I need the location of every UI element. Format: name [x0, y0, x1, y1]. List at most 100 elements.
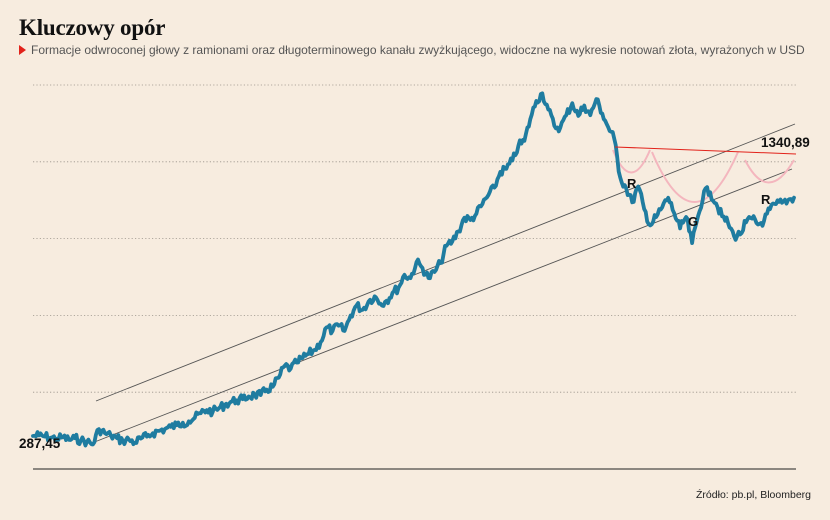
- data-point: [265, 388, 268, 391]
- data-point: [313, 348, 316, 352]
- data-point: [744, 221, 748, 224]
- data-point: [259, 393, 262, 397]
- data-point: [667, 196, 670, 199]
- data-point: [409, 276, 412, 280]
- data-point: [625, 187, 628, 190]
- data-point: [415, 260, 418, 264]
- data-point: [505, 167, 508, 170]
- data-point: [127, 438, 131, 441]
- data-point: [535, 99, 538, 103]
- data-point: [726, 222, 730, 225]
- data-point: [445, 244, 448, 247]
- start-value-label: 287,45: [19, 436, 61, 451]
- data-point: [655, 215, 658, 219]
- data-point: [163, 427, 166, 431]
- data-point: [601, 112, 604, 115]
- data-point: [145, 435, 149, 438]
- data-point: [385, 299, 388, 302]
- data-point: [637, 185, 640, 188]
- data-point: [541, 92, 544, 95]
- data-point: [169, 425, 172, 428]
- data-point: [780, 201, 784, 204]
- data-point: [433, 270, 436, 274]
- data-point: [559, 126, 562, 129]
- data-point: [337, 324, 340, 327]
- data-point: [595, 97, 598, 101]
- data-point: [499, 170, 502, 173]
- data-point: [619, 176, 622, 179]
- data-point: [571, 102, 574, 105]
- data-point: [97, 427, 101, 431]
- data-point: [151, 432, 154, 435]
- data-point: [31, 434, 35, 438]
- gridlines: [33, 84, 796, 393]
- data-point: [403, 273, 406, 276]
- data-point: [643, 207, 646, 211]
- data-point: [355, 304, 358, 307]
- data-point: [379, 302, 382, 305]
- data-point: [750, 217, 754, 220]
- chart-subtitle: Formacje odwroconej głowy z ramionami or…: [19, 43, 805, 57]
- data-point: [732, 235, 736, 238]
- data-point: [373, 295, 376, 298]
- data-point: [301, 356, 304, 360]
- data-point: [115, 436, 119, 440]
- data-point: [331, 329, 334, 333]
- data-point: [37, 434, 41, 437]
- bullet-triangle-icon: [19, 45, 26, 55]
- data-point: [85, 440, 89, 443]
- data-point: [103, 432, 107, 435]
- data-point: [193, 416, 196, 419]
- data-point: [223, 403, 226, 407]
- data-point: [702, 189, 706, 193]
- data-point: [613, 137, 616, 140]
- gold-price-line: [31, 91, 796, 448]
- left-shoulder-label: R: [627, 176, 637, 191]
- data-point: [451, 240, 454, 243]
- data-point: [714, 202, 718, 205]
- data-point: [487, 193, 490, 197]
- data-point: [523, 139, 526, 142]
- data-point: [91, 443, 95, 446]
- neckline-resistance: [614, 146, 797, 155]
- subtitle-text: Formacje odwroconej głowy z ramionami or…: [31, 43, 805, 57]
- data-point: [121, 439, 125, 443]
- data-point: [229, 400, 232, 404]
- channel-lower-line: [91, 168, 793, 444]
- chart-title: Kluczowy opór: [19, 15, 166, 40]
- data-point: [720, 215, 724, 218]
- data-point: [391, 291, 394, 295]
- data-point: [199, 412, 202, 415]
- head-label: G: [688, 214, 698, 229]
- data-point: [175, 424, 178, 427]
- data-point: [678, 227, 682, 230]
- data-point: [439, 261, 442, 265]
- data-point: [277, 376, 280, 379]
- data-point: [61, 436, 65, 439]
- data-point: [475, 212, 478, 215]
- data-point: [247, 395, 250, 398]
- data-point: [55, 437, 59, 440]
- data-point: [79, 439, 83, 442]
- data-point: [187, 420, 190, 423]
- data-point: [343, 329, 346, 333]
- data-point: [493, 186, 496, 189]
- data-point: [49, 436, 53, 439]
- data-point: [361, 308, 364, 311]
- source-note: Źródło: pb.pl, Bloomberg: [696, 489, 811, 501]
- data-point: [217, 407, 220, 410]
- data-point: [786, 198, 790, 202]
- data-point: [157, 429, 160, 433]
- data-point: [768, 207, 772, 211]
- data-point: [756, 223, 760, 226]
- data-point: [649, 224, 652, 227]
- data-point: [109, 434, 113, 437]
- data-point: [307, 352, 310, 356]
- data-point: [469, 218, 472, 222]
- data-point: [673, 212, 676, 215]
- data-point: [583, 104, 586, 107]
- data-point: [463, 216, 466, 219]
- data-point: [457, 230, 460, 233]
- data-point: [181, 421, 184, 424]
